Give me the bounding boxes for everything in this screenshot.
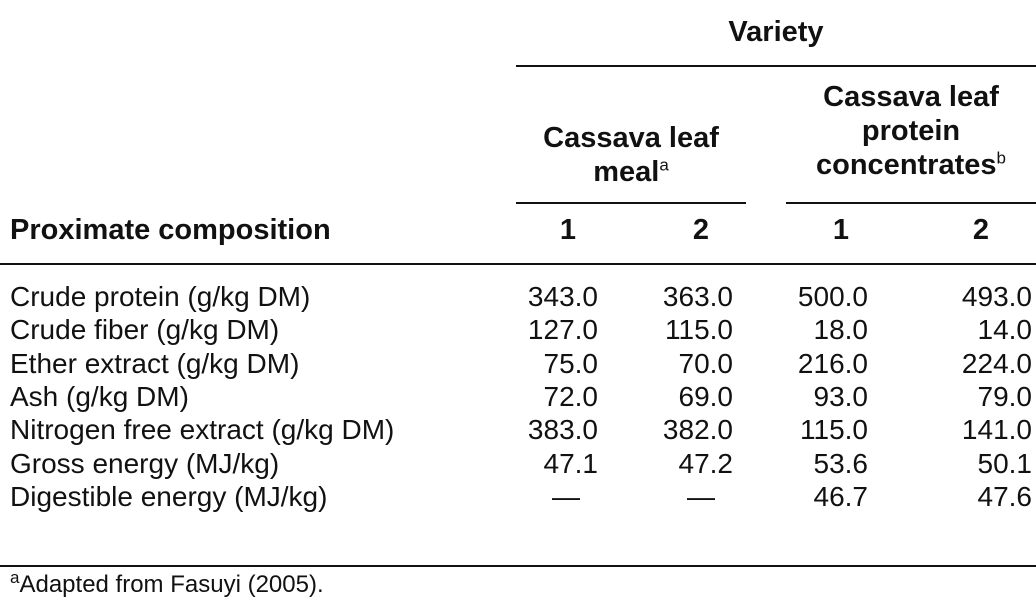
table-row: Ash (g/kg DM) 72.0 69.0 93.0 79.0 bbox=[0, 381, 1036, 415]
subcol-header: 1 bbox=[832, 214, 850, 246]
footnote-marker-b: b bbox=[996, 148, 1006, 168]
row-value: 382.0 bbox=[662, 414, 733, 445]
variety-header: Variety bbox=[728, 16, 824, 48]
row-value: 493.0 bbox=[961, 281, 1032, 312]
footnote-text: Adapted from Fasuyi (2005). bbox=[19, 571, 324, 598]
row-value: 70.0 bbox=[678, 348, 734, 379]
subcol-header: 2 bbox=[972, 214, 990, 246]
row-label: Ash (g/kg DM) bbox=[10, 381, 189, 412]
row-value: 72.0 bbox=[543, 381, 599, 412]
table-row: Digestible energy (MJ/kg) — — 46.7 47.6 bbox=[0, 481, 1036, 515]
row-value: 75.0 bbox=[543, 348, 599, 379]
table-bottom-rule bbox=[0, 565, 1036, 567]
row-value: 224.0 bbox=[961, 348, 1032, 379]
row-value: — bbox=[687, 481, 715, 512]
row-value: 216.0 bbox=[797, 348, 868, 379]
row-value: 93.0 bbox=[813, 381, 869, 412]
row-label: Crude fiber (g/kg DM) bbox=[10, 314, 280, 345]
row-value: 50.1 bbox=[977, 448, 1033, 479]
row-label: Nitrogen free extract (g/kg DM) bbox=[10, 414, 395, 445]
row-value: 53.6 bbox=[813, 448, 869, 479]
stub-header: Proximate composition bbox=[10, 214, 331, 246]
group-header-protein-conc-text: Cassava leaf protein concentrates bbox=[816, 81, 999, 181]
row-value: 69.0 bbox=[678, 381, 734, 412]
footnote-marker: a bbox=[10, 568, 20, 587]
group-header-protein-concentrates: Cassava leaf protein concentratesb bbox=[786, 80, 1036, 182]
row-value: 47.6 bbox=[977, 481, 1033, 512]
row-value: 14.0 bbox=[977, 314, 1033, 345]
row-value: — bbox=[552, 481, 580, 512]
row-value: 46.7 bbox=[813, 481, 869, 512]
row-value: 363.0 bbox=[662, 281, 733, 312]
group-header-leaf-meal: Cassava leaf meala bbox=[516, 121, 746, 189]
row-value: 115.0 bbox=[665, 314, 733, 345]
row-value: 79.0 bbox=[977, 381, 1033, 412]
row-value: 47.1 bbox=[543, 448, 599, 479]
row-value: 127.0 bbox=[527, 314, 598, 345]
header-bottom-rule bbox=[0, 263, 1036, 265]
row-value: 500.0 bbox=[797, 281, 868, 312]
row-label: Gross energy (MJ/kg) bbox=[10, 448, 280, 479]
group-header-leaf-meal-text: Cassava leaf meal bbox=[543, 122, 719, 188]
row-label: Digestible energy (MJ/kg) bbox=[10, 481, 328, 512]
row-label: Ether extract (g/kg DM) bbox=[10, 348, 300, 379]
footnote-marker-a: a bbox=[659, 155, 669, 175]
variety-rule bbox=[516, 65, 1036, 67]
table-row: Ether extract (g/kg DM) 75.0 70.0 216.0 224.… bbox=[0, 348, 1036, 382]
row-value: 141.0 bbox=[961, 414, 1032, 445]
row-value: 343.0 bbox=[527, 281, 598, 312]
row-label: Crude protein (g/kg DM) bbox=[10, 281, 311, 312]
row-value: 115.0 bbox=[800, 414, 868, 445]
row-value: 18.0 bbox=[813, 314, 869, 345]
table-row: Crude protein (g/kg DM) 343.0 363.0 500.0 49… bbox=[0, 281, 1036, 315]
subcol-header: 1 bbox=[559, 214, 577, 246]
table-row: Gross energy (MJ/kg) 47.1 47.2 53.6 50.1 bbox=[0, 448, 1036, 482]
leaf-meal-rule bbox=[516, 202, 746, 204]
subcol-header: 2 bbox=[692, 214, 710, 246]
row-value: 383.0 bbox=[527, 414, 598, 445]
table-row: Crude fiber (g/kg DM) 127.0 115.0 18.0 14.0 bbox=[0, 314, 1036, 348]
table-row: Nitrogen free extract (g/kg DM) 383.0 382.… bbox=[0, 414, 1036, 448]
protein-conc-rule bbox=[786, 202, 1036, 204]
footnote: aAdapted from Fasuyi (2005). bbox=[10, 568, 324, 599]
row-value: 47.2 bbox=[678, 448, 734, 479]
